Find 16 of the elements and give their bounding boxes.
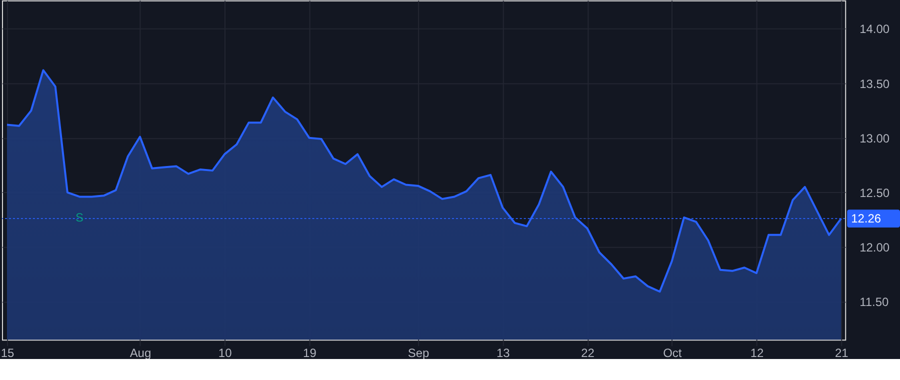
y-tick-label: 13.50 [860,76,890,91]
y-tick-label: 12.00 [860,240,890,254]
y-tick-label: 14.00 [860,22,890,36]
x-tick-label: 12 [750,346,764,360]
x-tick-label: 19 [303,346,317,360]
ref-line-label: 12.26 [851,212,882,226]
x-tick-label: 10 [218,346,232,360]
y-tick-label: 12.50 [860,186,890,200]
x-tick-label: 21 [834,346,849,360]
y-tick-label: 11.50 [860,294,889,309]
x-tick-label: 13 [496,346,510,360]
x-tick-label: Oct [663,346,682,360]
x-tick-label: 22 [581,346,595,360]
annotation: S [76,210,84,225]
y-tick-label: 13.00 [860,131,890,146]
x-tick-label: 15 [0,346,14,360]
